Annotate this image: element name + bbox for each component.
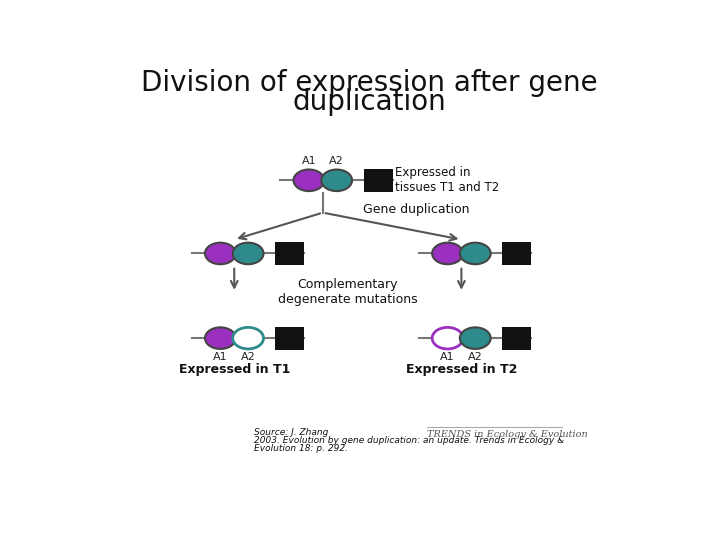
Ellipse shape xyxy=(233,327,264,349)
Text: TRENDS in Ecology & Evolution: TRENDS in Ecology & Evolution xyxy=(427,430,588,439)
Text: Gene duplication: Gene duplication xyxy=(363,203,469,216)
Text: 2003. Evolution by gene duplication: an update. Trends in Ecology &: 2003. Evolution by gene duplication: an … xyxy=(253,436,564,445)
Text: A2: A2 xyxy=(329,157,344,166)
Text: Division of expression after gene: Division of expression after gene xyxy=(140,69,598,97)
Ellipse shape xyxy=(460,242,490,264)
Bar xyxy=(364,168,393,192)
Ellipse shape xyxy=(432,327,463,349)
Text: A1: A1 xyxy=(440,352,455,362)
Text: A2: A2 xyxy=(468,352,482,362)
Text: Expressed in T1: Expressed in T1 xyxy=(179,363,290,376)
Text: A2: A2 xyxy=(240,352,256,362)
Ellipse shape xyxy=(205,242,235,264)
Ellipse shape xyxy=(321,170,352,191)
Ellipse shape xyxy=(205,327,235,349)
Ellipse shape xyxy=(460,327,490,349)
Bar xyxy=(503,242,531,265)
Text: duplication: duplication xyxy=(292,88,446,116)
Text: A1: A1 xyxy=(302,157,316,166)
Bar xyxy=(275,327,305,350)
Text: Complementary
degenerate mutations: Complementary degenerate mutations xyxy=(278,278,418,306)
Ellipse shape xyxy=(233,242,264,264)
Ellipse shape xyxy=(294,170,324,191)
Text: Source: J. Zhang: Source: J. Zhang xyxy=(253,428,328,437)
Text: Expressed in T2: Expressed in T2 xyxy=(405,363,517,376)
Ellipse shape xyxy=(432,242,463,264)
Bar xyxy=(503,327,531,350)
Text: A1: A1 xyxy=(213,352,228,362)
Text: Evolution 18: p. 292.: Evolution 18: p. 292. xyxy=(253,444,348,453)
Bar xyxy=(275,242,305,265)
Text: Expressed in
tissues T1 and T2: Expressed in tissues T1 and T2 xyxy=(395,166,500,194)
